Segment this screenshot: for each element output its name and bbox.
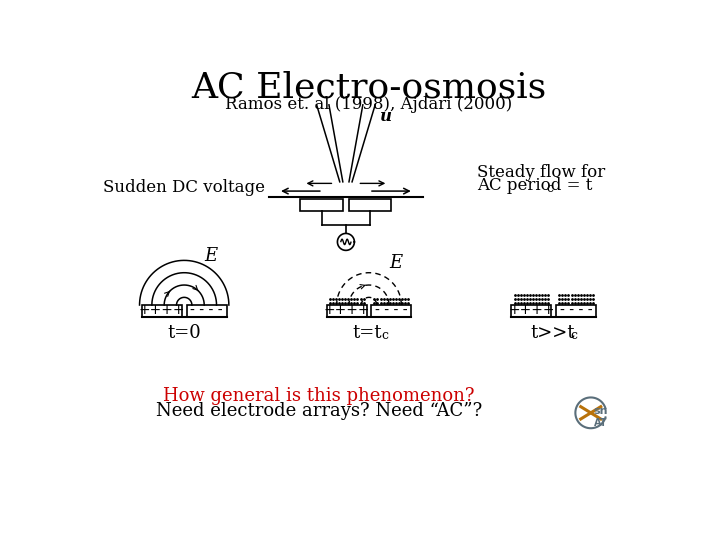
Text: ++++: ++++ (139, 303, 185, 318)
Text: c: c (546, 183, 553, 195)
Text: ++++: ++++ (323, 303, 370, 318)
Bar (372, 305, 411, 318)
Bar (142, 305, 182, 318)
Text: Ramos et. al (1998), Ajdari (2000): Ramos et. al (1998), Ajdari (2000) (225, 96, 513, 113)
Text: AC Electro-osmosis: AC Electro-osmosis (192, 71, 546, 105)
Bar (349, 199, 392, 211)
Bar (300, 199, 343, 211)
Text: - - - -: - - - - (375, 303, 408, 318)
Text: AT: AT (594, 418, 608, 428)
Bar (556, 305, 596, 318)
Text: c: c (382, 329, 388, 342)
Bar (511, 305, 552, 318)
Text: u: u (380, 108, 392, 125)
Text: Steady flow for: Steady flow for (477, 164, 605, 181)
Text: How general is this phenomenon?: How general is this phenomenon? (163, 387, 474, 405)
Text: E: E (390, 254, 402, 273)
Bar (327, 305, 366, 318)
Text: t=0: t=0 (167, 324, 201, 342)
Text: ++++: ++++ (508, 303, 554, 318)
Text: t=t: t=t (353, 324, 382, 342)
Text: c: c (571, 329, 577, 342)
Text: t>>t: t>>t (530, 324, 575, 342)
Text: - - - -: - - - - (560, 303, 593, 318)
Text: Need electrode arrays? Need “AC”?: Need electrode arrays? Need “AC”? (156, 402, 482, 420)
Text: E: E (204, 247, 217, 265)
Text: - - - -: - - - - (190, 303, 223, 318)
Text: Sudden DC voltage: Sudden DC voltage (104, 179, 266, 197)
Text: sn: sn (594, 406, 608, 416)
Text: AC period = t: AC period = t (477, 177, 592, 194)
Bar (186, 305, 227, 318)
